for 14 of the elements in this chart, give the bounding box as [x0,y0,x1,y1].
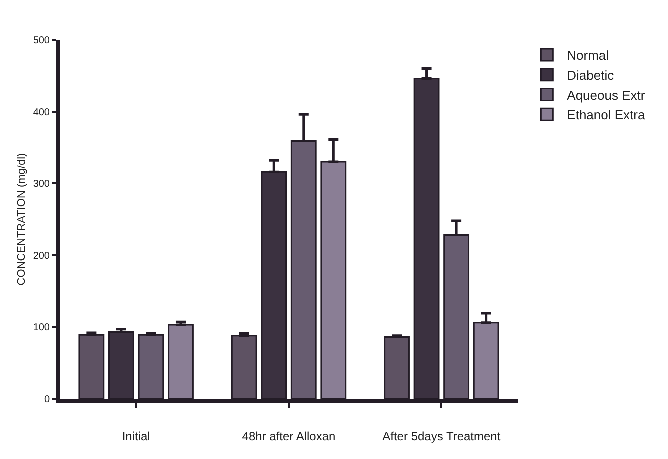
y-tick-label: 400 [33,107,50,118]
y-tick-label: 500 [33,36,50,46]
legend-label: Aqueous Extr [567,88,646,103]
legend-label: Normal [567,48,610,64]
y-tick-label: 300 [33,179,50,190]
x-tick-label: Initial [122,429,150,444]
y-axis-title: CONCENTRATION (mg/dl) [16,153,28,286]
legend-label: Diabetic [567,68,615,83]
y-tick-label: 200 [33,250,50,262]
legend-label: Ethanol Extra [567,108,646,123]
y-tick-label: 0 [44,394,50,406]
x-tick-label: After 5days Treatment [382,429,502,444]
x-tick-label: 48hr after Alloxan [242,429,336,444]
y-tick-label: 100 [33,322,50,334]
